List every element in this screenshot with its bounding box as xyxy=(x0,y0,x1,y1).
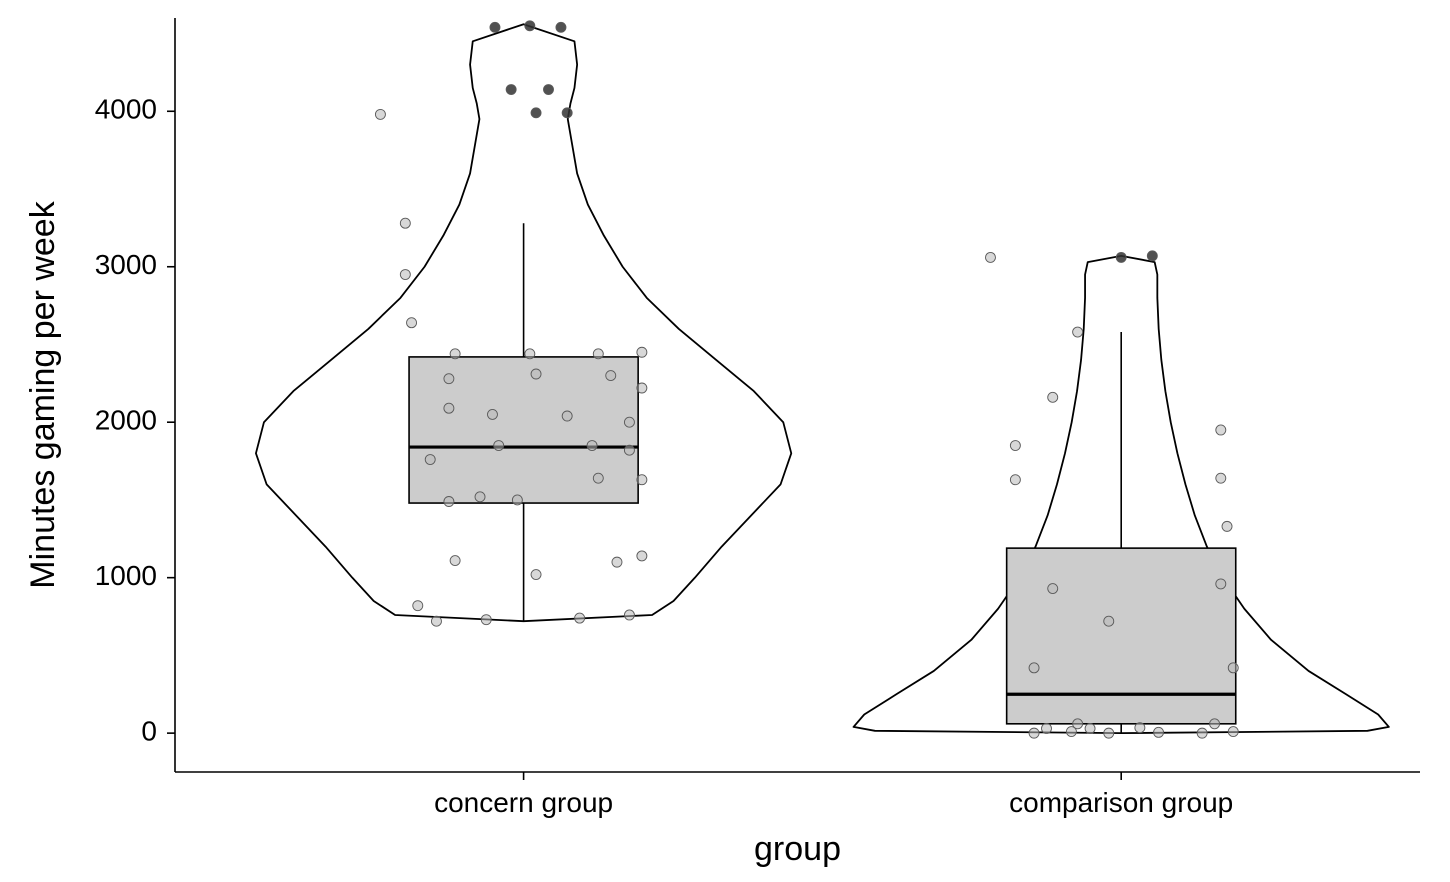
jitter-point-0 xyxy=(531,369,541,379)
jitter-point-1 xyxy=(1197,728,1207,738)
box-1 xyxy=(1007,548,1236,724)
y-axis-label: Minutes gaming per week xyxy=(24,200,62,588)
jitter-point-0 xyxy=(624,445,634,455)
jitter-point-0 xyxy=(575,613,585,623)
y-tick-label: 1000 xyxy=(95,560,157,591)
jitter-point-0 xyxy=(444,403,454,413)
outlier-point-0 xyxy=(544,85,554,95)
jitter-point-0 xyxy=(481,615,491,625)
jitter-point-0 xyxy=(562,411,572,421)
x-tick-label: concern group xyxy=(434,787,613,818)
jitter-point-1 xyxy=(1042,723,1052,733)
jitter-point-0 xyxy=(494,441,504,451)
outlier-point-1 xyxy=(1116,252,1126,262)
jitter-point-0 xyxy=(407,318,417,328)
jitter-point-0 xyxy=(450,349,460,359)
x-axis-label: group xyxy=(754,830,841,868)
jitter-point-0 xyxy=(531,570,541,580)
outlier-point-1 xyxy=(1147,251,1157,261)
jitter-point-0 xyxy=(606,371,616,381)
jitter-point-0 xyxy=(512,495,522,505)
violin-boxplot-chart: 0 1000 2000 3000 4000 Minutes gaming per week… xyxy=(0,0,1450,882)
y-tick-label: 2000 xyxy=(95,405,157,436)
jitter-point-0 xyxy=(624,417,634,427)
outlier-point-0 xyxy=(525,21,535,31)
jitter-point-0 xyxy=(487,409,497,419)
jitter-point-0 xyxy=(587,441,597,451)
jitter-point-1 xyxy=(1216,579,1226,589)
outlier-point-0 xyxy=(562,108,572,118)
jitter-point-1 xyxy=(1216,425,1226,435)
jitter-point-1 xyxy=(1104,616,1114,626)
jitter-point-0 xyxy=(475,492,485,502)
jitter-point-1 xyxy=(1228,727,1238,737)
jitter-point-1 xyxy=(1010,441,1020,451)
jitter-point-1 xyxy=(1048,584,1058,594)
jitter-point-1 xyxy=(985,252,995,262)
box-0 xyxy=(409,357,638,503)
outlier-point-0 xyxy=(556,22,566,32)
jitter-point-0 xyxy=(375,109,385,119)
jitter-point-0 xyxy=(413,601,423,611)
x-tick-label: comparison group xyxy=(1009,787,1233,818)
outlier-point-0 xyxy=(531,108,541,118)
jitter-point-0 xyxy=(444,374,454,384)
jitter-point-0 xyxy=(637,383,647,393)
jitter-point-1 xyxy=(1048,392,1058,402)
jitter-point-0 xyxy=(637,551,647,561)
jitter-point-1 xyxy=(1228,663,1238,673)
jitter-point-0 xyxy=(450,556,460,566)
jitter-point-0 xyxy=(400,270,410,280)
jitter-point-1 xyxy=(1010,475,1020,485)
jitter-point-1 xyxy=(1073,719,1083,729)
jitter-point-0 xyxy=(525,349,535,359)
jitter-point-1 xyxy=(1073,327,1083,337)
jitter-point-0 xyxy=(593,473,603,483)
jitter-point-1 xyxy=(1222,521,1232,531)
jitter-point-1 xyxy=(1029,663,1039,673)
jitter-point-0 xyxy=(400,218,410,228)
outlier-point-0 xyxy=(490,22,500,32)
jitter-point-1 xyxy=(1029,728,1039,738)
y-tick-label: 3000 xyxy=(95,249,157,280)
jitter-point-0 xyxy=(444,496,454,506)
jitter-point-0 xyxy=(431,616,441,626)
y-tick-label: 0 xyxy=(141,716,157,747)
jitter-point-0 xyxy=(637,475,647,485)
jitter-point-0 xyxy=(425,455,435,465)
jitter-point-1 xyxy=(1085,723,1095,733)
jitter-point-1 xyxy=(1104,728,1114,738)
jitter-point-0 xyxy=(624,610,634,620)
jitter-point-0 xyxy=(612,557,622,567)
jitter-point-1 xyxy=(1154,727,1164,737)
jitter-point-0 xyxy=(593,349,603,359)
chart-container: 0 1000 2000 3000 4000 Minutes gaming per week… xyxy=(0,0,1450,882)
jitter-point-1 xyxy=(1216,473,1226,483)
jitter-point-1 xyxy=(1210,719,1220,729)
outlier-point-0 xyxy=(506,85,516,95)
jitter-point-1 xyxy=(1135,723,1145,733)
jitter-point-0 xyxy=(637,347,647,357)
y-tick-label: 4000 xyxy=(95,94,157,125)
